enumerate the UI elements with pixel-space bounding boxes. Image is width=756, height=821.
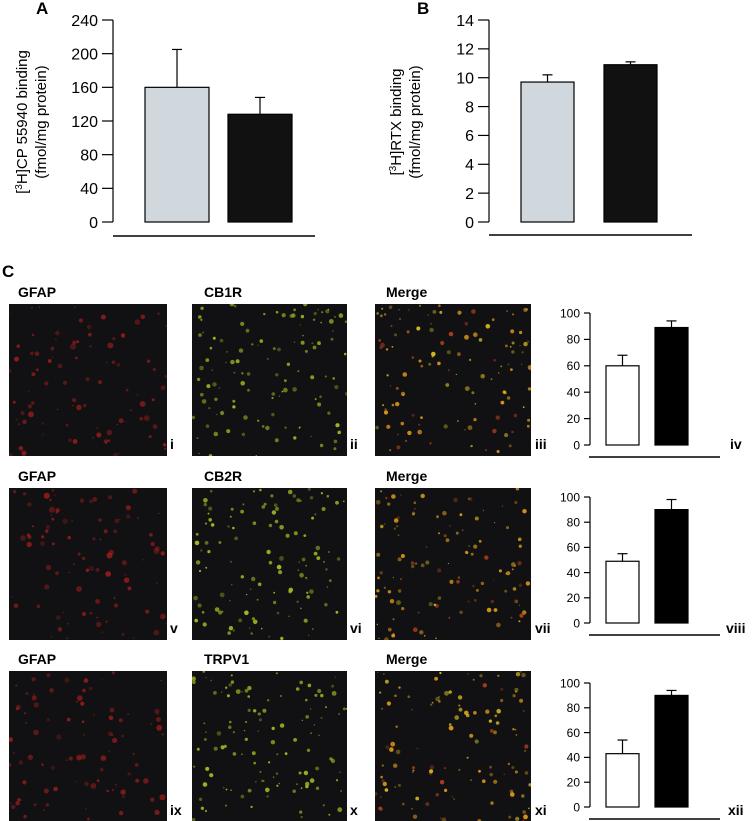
numeral-i: i [170,436,174,452]
chart-a: 0 40 80 120 160 200 240 [3H]CP 55940 binding (fm… [14,13,315,237]
y-tick-label: 0 [89,215,98,232]
numeral-ix: ix [170,802,182,818]
y-tick-label: 100 [560,676,580,690]
y-tick-label: 80 [567,701,581,715]
micrograph-texture [192,304,347,456]
y-tick-label: 0 [465,215,474,232]
micrograph-texture [375,488,531,640]
y-tick-label: 40 [567,386,581,400]
y-tick-label: 14 [456,13,474,30]
y-tick-label: 80 [80,147,98,164]
y-tick-label: 6 [465,128,474,145]
y-tick-label: 4 [465,157,474,174]
micrograph-texture [192,671,347,821]
micrograph-gfap-row3 [9,671,167,821]
numeral-v: v [170,620,178,636]
y-tick-label: 20 [567,412,581,426]
y-axis-label: [3H]RTX binding (fmol/mg protein) [388,65,425,178]
y-tick-label: 60 [567,726,581,740]
bar [144,86,210,223]
y-tick-label: 200 [71,46,98,63]
chart-b: 0 2 4 6 8 10 12 14 [3H]RTX binding (fmol/mg prote… [388,13,692,236]
y-tick-label: 2 [465,186,474,203]
y-axis-label: [3H]CP 55940 binding (fmol/mg protein) [14,50,51,194]
y-axis-label-line1: [3H]RTX binding [388,68,406,175]
y-tick-label: 0 [573,438,580,452]
micrograph-merge-row2 [375,488,531,640]
micrograph-texture [193,488,345,640]
numeral-iv: iv [730,436,742,452]
micrograph-texture [9,306,167,456]
y-tick-label: 10 [456,70,474,87]
numeral-x: x [350,802,358,818]
label-merge-row1: Merge [386,284,428,300]
y-tick-label: 0 [573,616,580,630]
numeral-xii: xii [728,802,744,818]
numeral-iii: iii [535,436,547,452]
y-tick-label: 160 [71,80,98,97]
panel-letter-a: A [36,0,49,18]
label-receptor-row2: CB2R [204,468,243,484]
panel-letter-c: C [2,262,15,281]
numeral-vii: vii [535,620,551,636]
bar [654,509,689,624]
micrograph-cb1r [192,304,347,456]
chart-viii: 0 20 40 60 80 100 [560,490,720,636]
label-merge-row3: Merge [386,651,428,667]
bar [605,365,640,446]
y-tick-label: 40 [567,566,581,580]
label-gfap-row3: GFAP [18,651,57,667]
micrograph-merge-row3 [375,671,531,821]
y-tick-label: 60 [567,359,581,373]
y-tick-label: 120 [71,114,98,131]
y-axis-label-line1: [3H]CP 55940 binding [14,50,32,194]
bar [654,326,689,446]
chart-xii: 0 20 40 60 80 100 [560,676,720,820]
y-tick-label: 80 [567,516,581,530]
y-tick-label: 80 [567,333,581,347]
micrograph-texture [375,671,531,821]
bar [520,81,575,223]
numeral-xi: xi [535,802,547,818]
bar [605,753,640,808]
y-tick-label: 20 [567,591,581,605]
micrograph-texture [11,488,167,640]
y-tick-label: 8 [465,99,474,116]
numeral-viii: viii [726,620,746,636]
micrograph-texture [9,671,166,821]
micrograph-trpv1 [192,671,347,821]
label-receptor-row1: CB1R [204,284,243,300]
y-axis-label-line2: (fmol/mg protein) [33,65,50,178]
label-gfap-row1: GFAP [18,284,57,300]
chart-iv: 0 20 40 60 80 100 [560,306,720,458]
bar [605,560,640,624]
numeral-vi: vi [350,620,362,636]
numeral-ii: ii [350,436,358,452]
y-tick-label: 40 [567,751,581,765]
panel-letter-b: B [417,0,430,18]
y-tick-label: 240 [71,13,98,30]
label-merge-row2: Merge [386,468,428,484]
micrograph-gfap-row1 [9,304,167,456]
micrograph-cb2r [192,488,347,640]
micrograph-gfap-row2 [9,488,167,640]
micrograph-texture [375,304,531,454]
bar [227,113,293,223]
y-tick-label: 100 [560,306,580,320]
bar [654,694,689,808]
y-tick-label: 12 [456,42,474,59]
micrograph-merge-row1 [375,304,531,456]
bar [603,64,658,223]
y-tick-label: 60 [567,541,581,555]
label-receptor-row3: TRPV1 [204,651,250,667]
y-tick-label: 0 [573,800,580,814]
y-tick-label: 40 [80,181,98,198]
y-axis-label-line2: (fmol/mg protein) [407,65,424,178]
y-tick-label: 100 [560,490,580,504]
label-gfap-row2: GFAP [18,468,57,484]
y-tick-label: 20 [567,776,581,790]
